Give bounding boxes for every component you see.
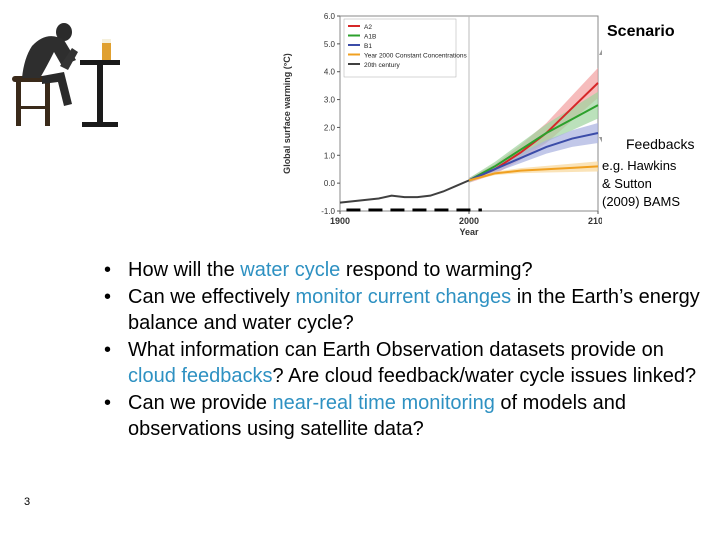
series-line: [339, 179, 470, 204]
bullet-text: respond to warming?: [340, 259, 533, 281]
legend-label: B1: [364, 43, 372, 50]
y-tick-label: 3.0: [324, 96, 336, 105]
y-tick-label: 2.0: [324, 123, 336, 132]
highlighted-text: near-real time monitoring: [272, 391, 495, 414]
bullet-text: in the Earth’s energy balance and water …: [128, 285, 700, 335]
series-line: [468, 104, 599, 182]
bullet-item: How will the water cycle respond to warm…: [90, 257, 700, 284]
scenario-label: Scenario: [607, 23, 675, 40]
y-tick-label: 5.0: [324, 40, 336, 49]
highlighted-text: cloud feedbacks: [128, 365, 273, 387]
highlighted-text: water cycle: [240, 259, 341, 281]
series-line: [468, 165, 599, 182]
x-tick-label: 1900: [330, 216, 350, 226]
y-tick-label: 6.0: [324, 12, 336, 21]
legend-label: A2: [364, 24, 372, 31]
thinker-statue-icon: [12, 23, 120, 127]
legend-label: Year 2000 Constant Concentrations: [364, 53, 467, 60]
bullet-item: Can we provide near-real time monitoring…: [90, 390, 700, 443]
scenario-feedback-arrows: [599, 49, 602, 143]
plot-area: -1.0 0.0 1.0 2.0 3.0 4.0 5.0 6.0 1900 2000 2100 Yea…: [282, 12, 602, 237]
legend-box: [343, 18, 457, 78]
bullet-text: Can we provide: [128, 391, 273, 414]
y-tick-label: 1.0: [324, 151, 336, 160]
y-axis-label: Global surface warming (°C): [282, 53, 292, 174]
bullet-text: Can we effectively: [128, 285, 296, 308]
y-tick-label: -1.0: [321, 207, 335, 216]
legend-label: A1B: [364, 34, 376, 41]
warming-projection-chart: -1.0 0.0 1.0 2.0 3.0 4.0 5.0 6.0 1900 2000 2100 Yea…: [282, 12, 602, 237]
bullet-list: How will the water cycle respond to warm…: [90, 257, 700, 443]
reference-citation: e.g. Hawkins & Sutton (2009) BAMS: [602, 158, 681, 209]
x-tick-label: 2000: [459, 216, 479, 226]
bullet-item: Can we effectively monitor current chang…: [90, 284, 700, 337]
bullet-text: What information can Earth Observation d…: [128, 338, 664, 361]
bullet-text: of models and observations using satelli…: [128, 391, 627, 441]
x-axis-label: Year: [459, 227, 479, 237]
bullet-text: How will the: [128, 259, 241, 281]
feedbacks-label: Feedbacks: [626, 136, 695, 152]
uncertainty-band: [469, 161, 598, 182]
feedback-arrow-tail: [599, 137, 602, 143]
legend-label: 20th century: [364, 62, 401, 69]
chart-legend: A2 A1B B1 Year 2000 Constant Concentrations…: [343, 18, 467, 78]
slide-number: 3: [24, 496, 31, 508]
bullet-text: ? Are cloud feedback/water cycle issues …: [272, 365, 697, 387]
feedback-arrow-head: [599, 49, 602, 55]
y-tick-label: 0.0: [324, 179, 336, 188]
x-tick-label: 2100: [588, 216, 602, 226]
y-tick-label: 4.0: [324, 68, 336, 77]
series-line: [468, 132, 599, 182]
highlighted-text: monitor current changes: [295, 285, 512, 308]
bullet-item: What information can Earth Observation d…: [90, 337, 700, 390]
